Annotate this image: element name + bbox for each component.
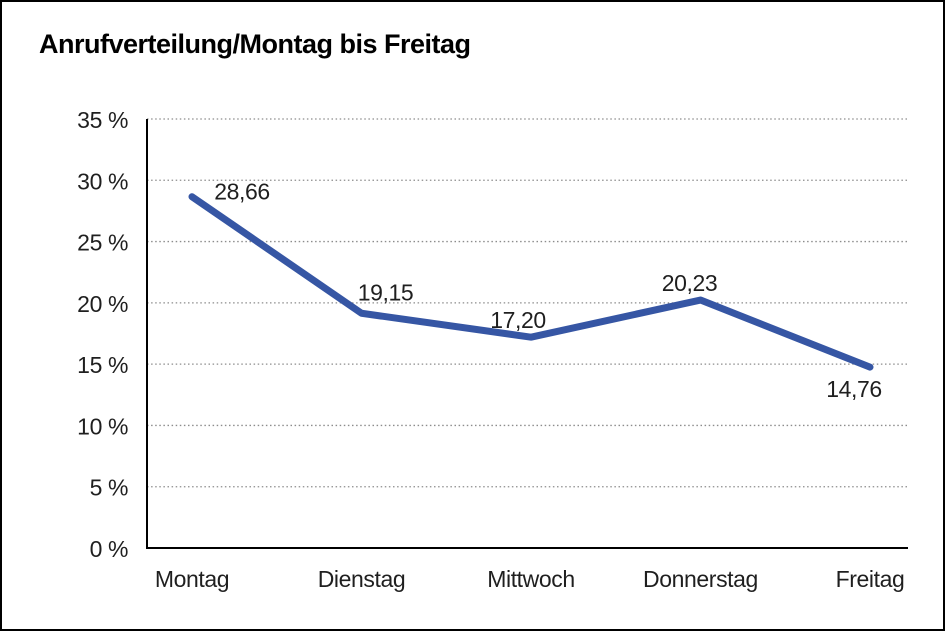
y-axis-tick-label: 10 %	[77, 413, 128, 439]
x-axis-category-label: Montag	[155, 566, 229, 592]
x-axis-category-label: Mittwoch	[487, 566, 575, 592]
data-series-line	[188, 193, 874, 371]
y-axis-tick-label: 20 %	[77, 291, 128, 317]
data-point-label: 17,20	[490, 307, 546, 333]
y-axis-tick-label: 5 %	[90, 475, 128, 501]
x-axis-category-label: Dienstag	[318, 566, 406, 592]
chart-title: Anrufverteilung/Montag bis Freitag	[39, 29, 471, 59]
y-axis-tick-label: 25 %	[77, 230, 128, 256]
x-axis-category-label: Freitag	[836, 566, 905, 592]
x-axis-category-label: Donnerstag	[643, 566, 758, 592]
data-point-label: 19,15	[358, 279, 414, 305]
y-axis-tick-label: 15 %	[77, 352, 128, 378]
y-axis-tick-label: 0 %	[90, 536, 128, 562]
y-axis-tick-label: 35 %	[77, 107, 128, 133]
data-point-label: 20,23	[662, 270, 718, 296]
y-axis-tick-label: 30 %	[77, 168, 128, 194]
data-point-label: 14,76	[826, 376, 882, 402]
data-point-label: 28,66	[214, 179, 270, 205]
axes	[146, 119, 908, 549]
